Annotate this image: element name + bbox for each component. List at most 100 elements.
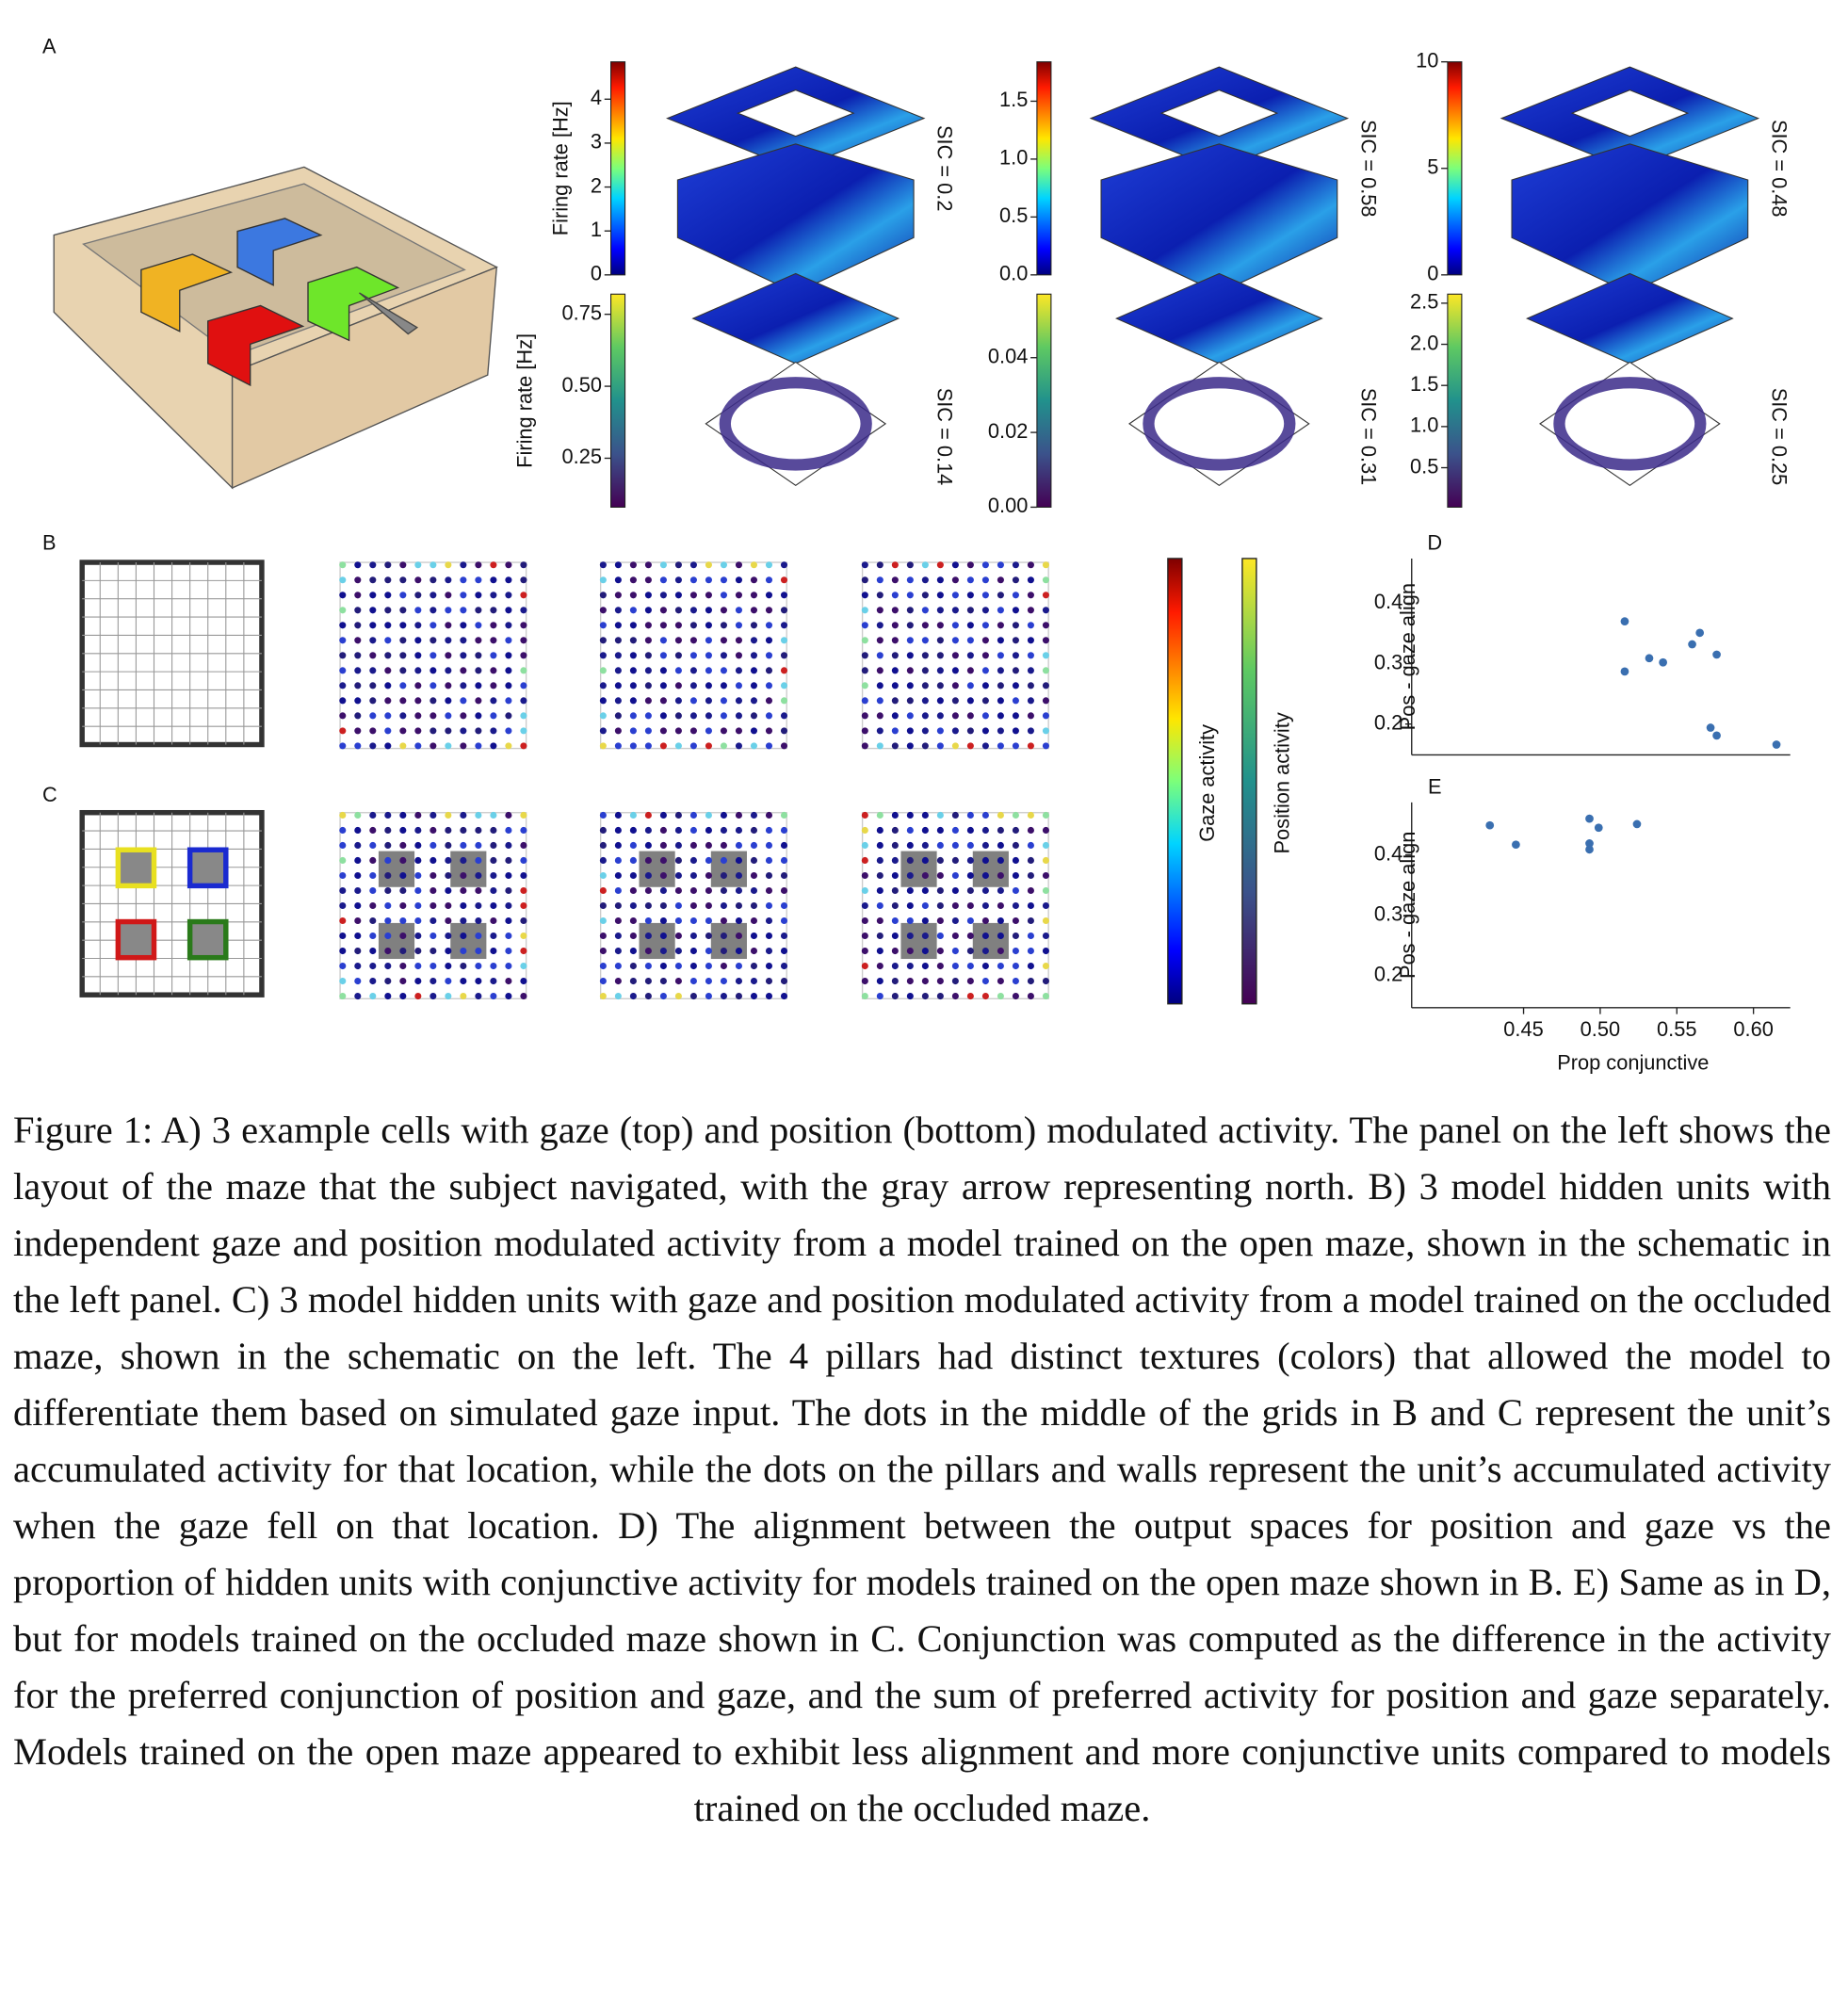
activity-dot <box>689 652 697 659</box>
tick-label: 3 <box>591 130 602 154</box>
activity-dot <box>966 667 974 674</box>
activity-dot <box>876 682 883 689</box>
activity-dot <box>921 667 929 674</box>
tick-label: 0.5 <box>1410 454 1438 478</box>
maze-schematic <box>53 166 498 490</box>
activity-dot <box>629 682 637 689</box>
activity-dot <box>765 637 773 644</box>
activity-dot <box>430 993 437 1000</box>
activity-dot <box>460 697 467 705</box>
activity-dot <box>369 637 377 644</box>
activity-dot <box>414 856 422 865</box>
activity-dot <box>891 811 899 819</box>
activity-dot <box>735 841 743 850</box>
activity-dot <box>906 871 914 880</box>
activity-dot <box>951 742 959 750</box>
activity-dot <box>720 727 727 735</box>
activity-dot <box>921 637 929 644</box>
activity-dot <box>430 652 437 659</box>
activity-dot <box>1042 592 1049 599</box>
activity-dot <box>997 742 1004 750</box>
pillar <box>115 918 157 961</box>
activity-dot <box>445 622 452 629</box>
activity-dot <box>966 871 974 880</box>
activity-dot <box>720 916 727 925</box>
activity-dot <box>520 886 527 895</box>
y-tick-label: 0.3 <box>1374 901 1402 925</box>
activity-dot <box>614 637 622 644</box>
activity-dot <box>705 826 712 834</box>
activity-dot <box>921 607 929 614</box>
activity-dot <box>369 592 377 599</box>
activity-dot <box>921 622 929 629</box>
activity-dot <box>780 993 788 1000</box>
activity-dot <box>414 947 422 955</box>
activity-dot <box>599 607 607 614</box>
activity-dot <box>1027 962 1034 970</box>
figure: A Firing rate [Hz] Firing rate [Hz] B C … <box>42 34 1791 1074</box>
scatter-point <box>1695 628 1705 638</box>
activity-dot <box>659 811 667 819</box>
activity-dot <box>966 607 974 614</box>
activity-dot <box>861 622 868 629</box>
activity-dot <box>1042 962 1049 970</box>
activity-dot <box>369 576 377 584</box>
activity-dot <box>720 592 727 599</box>
activity-dot <box>369 607 377 614</box>
activity-dot <box>891 901 899 910</box>
activity-dot <box>750 811 758 819</box>
activity-dot <box>490 561 497 569</box>
activity-dot <box>505 947 512 955</box>
activity-dot <box>780 576 788 584</box>
activity-dot <box>384 841 392 850</box>
activity-dot <box>1012 592 1019 599</box>
activity-dot <box>921 871 929 880</box>
activity-dot <box>951 871 959 880</box>
activity-dot <box>765 993 773 1000</box>
activity-dot <box>765 697 773 705</box>
tick-label: 1.5 <box>1410 372 1438 396</box>
activity-dot <box>705 592 712 599</box>
activity-dot <box>399 993 407 1000</box>
activity-dot <box>765 978 773 985</box>
activity-dot <box>750 993 758 1000</box>
activity-dot <box>689 727 697 735</box>
activity-dot <box>644 667 652 674</box>
activity-dot <box>689 962 697 970</box>
activity-dot <box>720 637 727 644</box>
activity-dot <box>966 826 974 834</box>
activity-dot <box>614 993 622 1000</box>
activity-dot <box>1012 811 1019 819</box>
activity-dot <box>430 841 437 850</box>
activity-dot <box>490 871 497 880</box>
position-colorbar <box>610 293 626 508</box>
activity-dot <box>475 697 482 705</box>
panel-label: D <box>1427 531 1442 555</box>
activity-dot <box>384 682 392 689</box>
activity-dot <box>936 901 944 910</box>
activity-dot <box>891 727 899 735</box>
activity-dot <box>705 697 712 705</box>
activity-dot <box>445 727 452 735</box>
activity-dot <box>339 561 347 569</box>
activity-dot <box>997 667 1004 674</box>
y-tick-label: 0.4 <box>1374 841 1402 865</box>
activity-dot <box>981 652 989 659</box>
activity-dot <box>339 576 347 584</box>
activity-dot <box>689 826 697 834</box>
activity-dot <box>614 622 622 629</box>
scatter-point <box>1620 617 1629 626</box>
activity-dot <box>921 727 929 735</box>
activity-dot <box>720 947 727 955</box>
activity-dot <box>520 712 527 720</box>
activity-dot <box>629 742 637 750</box>
pillar <box>639 922 675 960</box>
activity-dot <box>490 841 497 850</box>
activity-dot <box>399 841 407 850</box>
activity-dot <box>659 826 667 834</box>
activity-dot <box>1042 856 1049 865</box>
activity-dot <box>780 742 788 750</box>
activity-dot <box>445 561 452 569</box>
activity-dot <box>399 561 407 569</box>
activity-dot <box>906 993 914 1000</box>
